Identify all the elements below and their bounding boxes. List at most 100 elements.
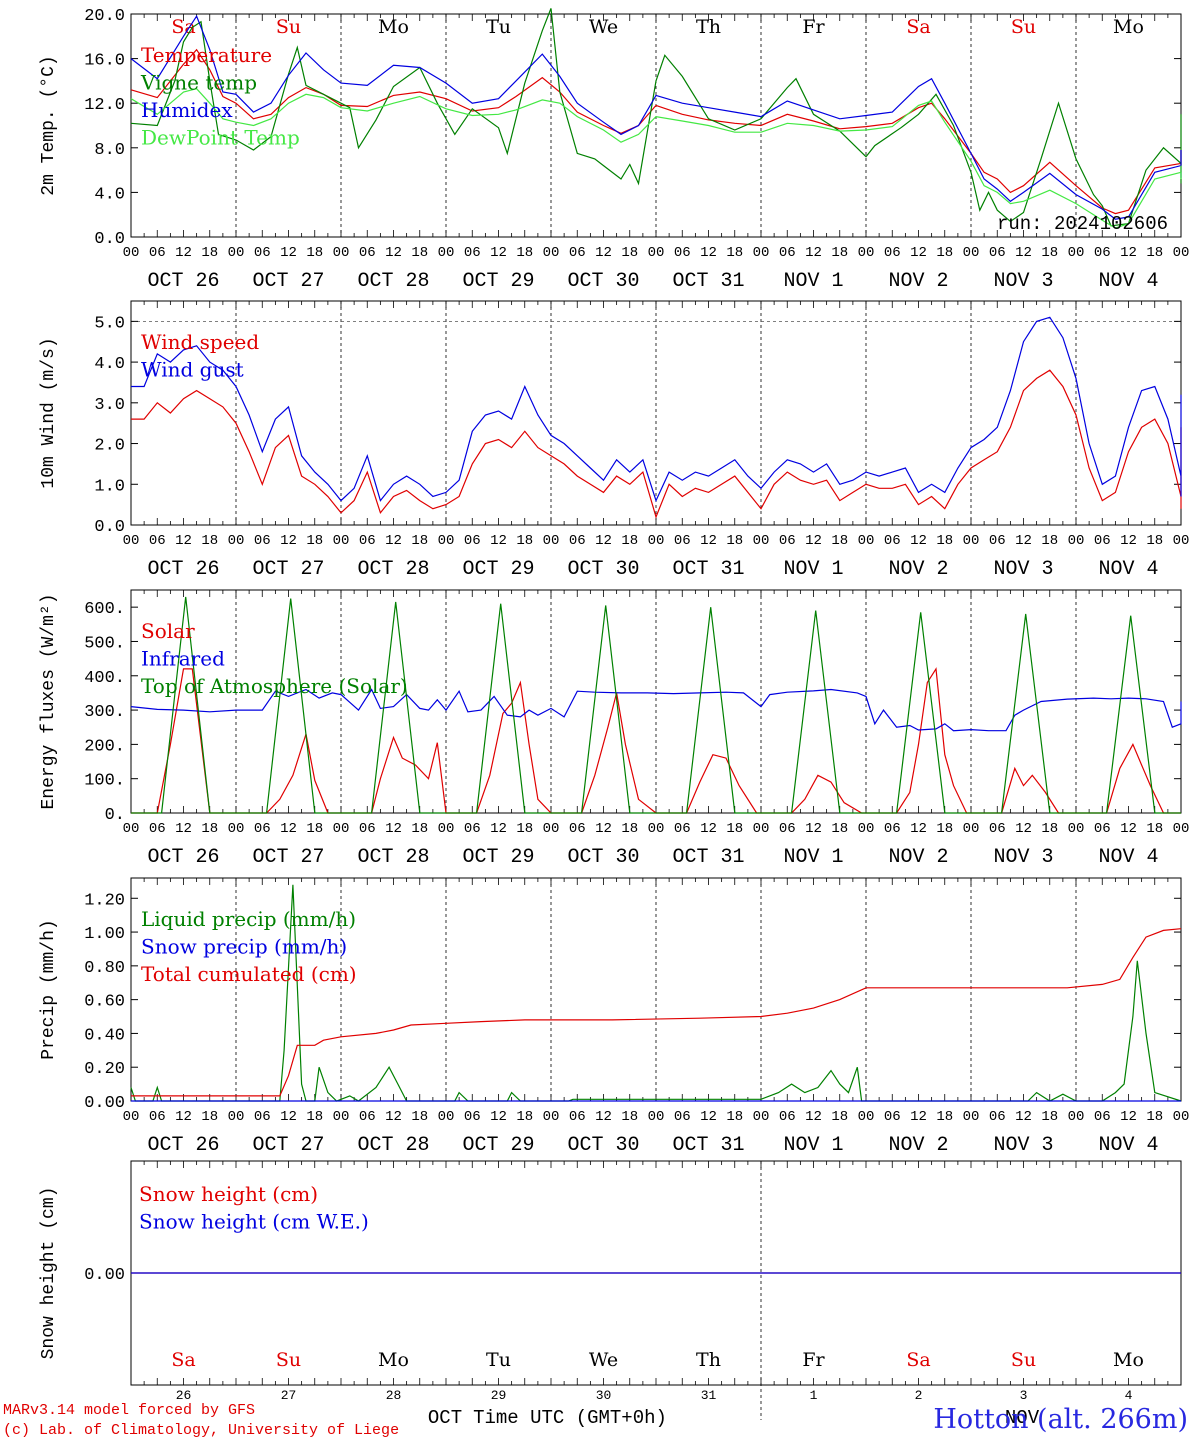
date-label: OCT 31 [672, 558, 744, 581]
hour-tick-label: 06 [254, 1109, 271, 1125]
legend-entry: Top of Atmosphere (Solar) [141, 674, 408, 698]
hour-tick-label: 06 [149, 533, 166, 549]
hour-tick-label: 12 [175, 1109, 192, 1125]
date-label: OCT 31 [672, 270, 744, 293]
hour-tick-label: 00 [333, 533, 350, 549]
x-axis-label: Time UTC (GMT+0h) [473, 1407, 667, 1429]
hour-tick-label: 18 [306, 245, 323, 261]
date-label: OCT 26 [147, 270, 219, 293]
series-line-dewpoint-temp [130, 88, 1182, 229]
hour-tick-label: 18 [1146, 533, 1163, 549]
legend-entry: Vigne temp [140, 71, 257, 95]
date-label: NOV 4 [1098, 1134, 1158, 1157]
day-number-label: 2 [915, 1388, 923, 1403]
hour-tick-label: 00 [753, 245, 770, 261]
date-label: NOV 2 [888, 270, 948, 293]
hour-tick-label: 18 [726, 1109, 743, 1125]
hour-tick-label: 06 [884, 245, 901, 261]
weekday-label: Th [696, 1349, 721, 1371]
hour-tick-label: 18 [726, 245, 743, 261]
hour-tick-label: 12 [700, 533, 717, 549]
date-label: OCT 28 [357, 270, 429, 293]
hour-tick-label: 18 [831, 1109, 848, 1125]
hour-tick-label: 18 [621, 1109, 638, 1125]
series-line-wind-gust [131, 316, 1182, 503]
date-label: NOV 1 [783, 846, 843, 869]
hour-tick-label: 06 [1094, 1109, 1111, 1125]
hour-tick-label: 12 [175, 245, 192, 261]
hour-tick-label: 00 [123, 821, 140, 837]
footer-model: MARv3.14 model forced by GFS [3, 1402, 255, 1419]
y-axis-label: 10m Wind (m/s) [39, 337, 59, 488]
hour-tick-label: 12 [1015, 245, 1032, 261]
hour-tick-label: 18 [831, 821, 848, 837]
hour-tick-label: 18 [1146, 245, 1163, 261]
hour-tick-label: 18 [516, 533, 533, 549]
hour-tick-label: 00 [753, 533, 770, 549]
hour-tick-label: 12 [280, 245, 297, 261]
y-tick-label: 5.0 [94, 314, 125, 333]
hour-tick-label: 12 [700, 1109, 717, 1125]
hour-tick-label: 00 [333, 821, 350, 837]
date-label: NOV 1 [783, 270, 843, 293]
hour-tick-label: 18 [1041, 1109, 1058, 1125]
hour-tick-label: 00 [963, 1109, 980, 1125]
day-number-label: 27 [281, 1388, 297, 1403]
y-axis-label: 2m Temp. (°C) [39, 55, 59, 195]
weekday-label: Su [1011, 1349, 1036, 1371]
hour-tick-label: 06 [674, 821, 691, 837]
hour-tick-label: 12 [280, 821, 297, 837]
date-label: NOV 4 [1098, 846, 1158, 869]
hour-tick-label: 06 [674, 1109, 691, 1125]
hour-tick-label: 00 [1173, 1109, 1190, 1125]
hour-tick-label: 12 [1120, 245, 1137, 261]
hour-tick-label: 12 [910, 245, 927, 261]
weekday-label: Sa [171, 1349, 195, 1371]
hour-tick-label: 12 [1120, 1109, 1137, 1125]
legend-entry: Solar [141, 619, 195, 643]
hour-tick-label: 00 [123, 533, 140, 549]
hour-tick-label: 12 [385, 245, 402, 261]
date-label: OCT 26 [147, 1134, 219, 1157]
hour-tick-label: 18 [1041, 821, 1058, 837]
hour-tick-label: 06 [254, 533, 271, 549]
date-label: NOV 1 [783, 1134, 843, 1157]
date-label: OCT 29 [462, 846, 534, 869]
hour-tick-label: 06 [254, 245, 271, 261]
hour-tick-label: 12 [595, 533, 612, 549]
hour-tick-label: 18 [306, 821, 323, 837]
series-line-solar [131, 667, 1181, 814]
date-label: NOV 3 [993, 270, 1053, 293]
date-label: NOV 2 [888, 846, 948, 869]
hour-tick-label: 06 [359, 1109, 376, 1125]
series-line-infrared [130, 688, 1182, 732]
hour-tick-label: 18 [201, 821, 218, 837]
y-tick-label: 0.80 [84, 959, 125, 978]
hour-tick-label: 00 [648, 821, 665, 837]
weekday-label: Tu [486, 1349, 511, 1371]
weekday-label: Fr [802, 16, 825, 38]
hour-tick-label: 12 [490, 245, 507, 261]
y-tick-label: 300. [84, 703, 125, 722]
day-number-label: 3 [1020, 1388, 1028, 1403]
hour-tick-label: 06 [464, 821, 481, 837]
hour-tick-label: 00 [1173, 245, 1190, 261]
hour-tick-label: 18 [201, 245, 218, 261]
y-tick-label: 0.0 [94, 518, 125, 537]
y-tick-label: 12.0 [84, 96, 125, 115]
date-label: NOV 3 [993, 1134, 1053, 1157]
legend-entry: Snow height (cm) [139, 1182, 318, 1206]
hour-tick-label: 12 [280, 533, 297, 549]
hour-tick-label: 06 [779, 533, 796, 549]
hour-tick-label: 18 [726, 533, 743, 549]
weekday-label: Mo [1113, 1349, 1144, 1371]
hour-tick-label: 06 [359, 821, 376, 837]
hour-tick-label: 18 [1041, 245, 1058, 261]
y-tick-label: 0.00 [84, 1094, 125, 1113]
hour-tick-label: 06 [1094, 821, 1111, 837]
hour-tick-label: 12 [490, 533, 507, 549]
legend-entry: Wind gust [141, 358, 244, 382]
hour-tick-label: 00 [438, 1109, 455, 1125]
date-label: OCT 29 [462, 558, 534, 581]
legend-entry: DewPoint Temp [141, 126, 300, 150]
